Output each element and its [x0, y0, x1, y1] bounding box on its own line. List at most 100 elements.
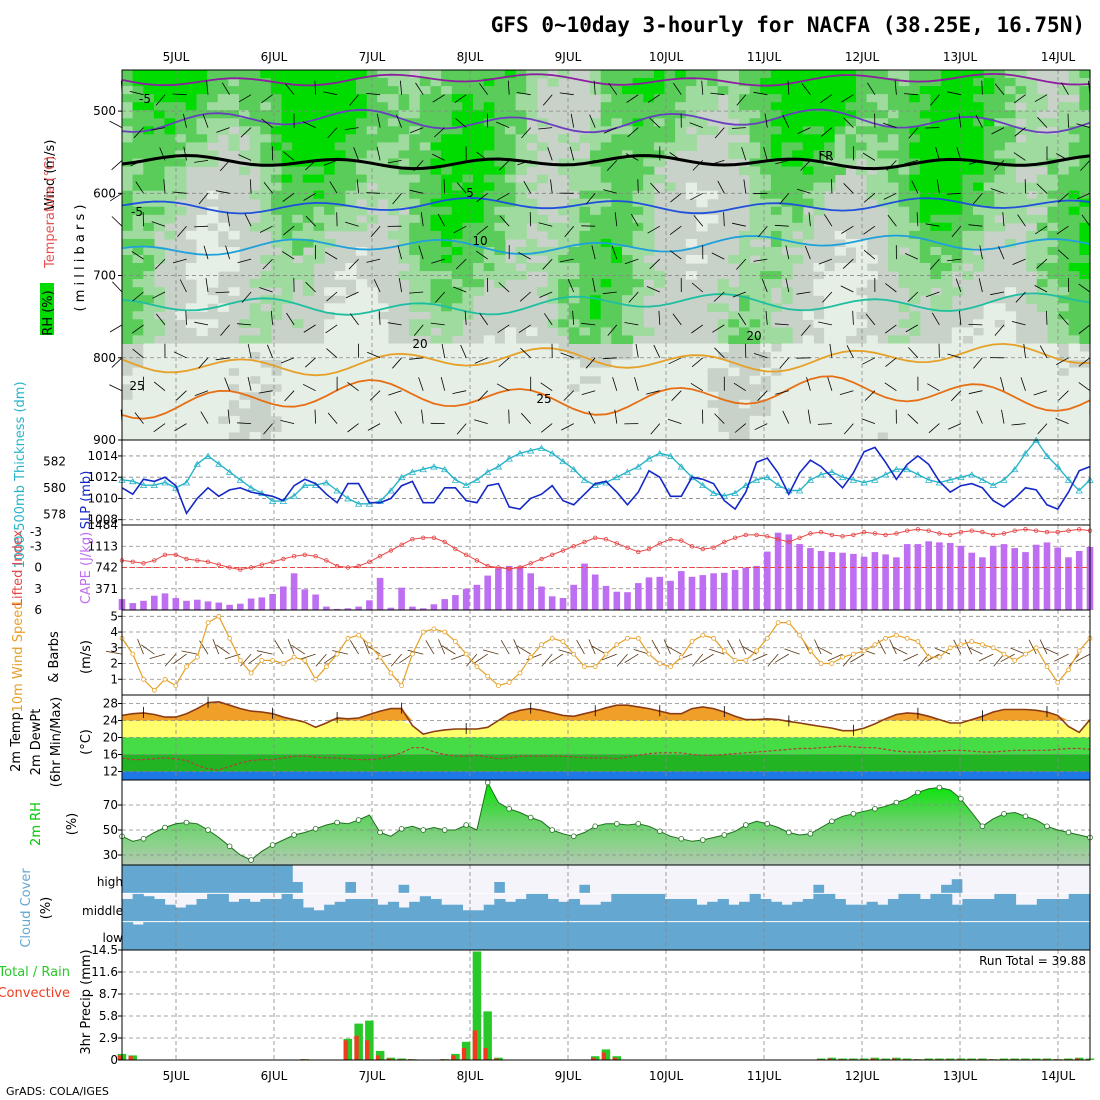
rh-cell [419, 327, 431, 336]
rh-cell [143, 375, 155, 385]
rh-cell [600, 230, 612, 240]
rh-cell [366, 295, 378, 304]
rh-cell [973, 230, 985, 240]
rh-cell [122, 319, 134, 328]
rh-cell [387, 118, 400, 127]
rh-cell [887, 415, 900, 425]
rh-cell [526, 78, 538, 87]
surface-barb [199, 640, 209, 655]
thickness-marker [387, 487, 395, 494]
rh-cell [483, 423, 495, 433]
cloud-cell [664, 899, 676, 922]
rh-cell [1026, 134, 1038, 143]
wind-speed-marker [452, 639, 458, 644]
rh-cell [930, 182, 942, 192]
y-tick-label: 600 [93, 186, 116, 200]
cloud-cell [951, 904, 963, 922]
rh-cell [909, 359, 921, 369]
cloud-cell [281, 893, 293, 922]
wind-barb [220, 324, 230, 336]
rh-cell [451, 271, 463, 280]
label-temp-units: (°C) [79, 729, 94, 755]
rh-cell [781, 287, 793, 296]
rh-cell [707, 407, 719, 417]
rh-cell [941, 94, 953, 103]
rh-cell [1047, 230, 1059, 240]
rh-cell [664, 142, 676, 151]
rh-cell [760, 118, 772, 127]
rh-cell [441, 432, 453, 441]
rh-cell [834, 263, 846, 272]
thickness-marker [193, 460, 201, 467]
rh-cell [504, 343, 517, 353]
wind-barb [238, 94, 252, 103]
wind-barb [329, 181, 338, 194]
rh-cell [1036, 415, 1048, 425]
rh-cell [356, 432, 368, 441]
rh-cell [228, 230, 240, 240]
rh-cell [292, 383, 304, 393]
rh-cell [1068, 391, 1080, 401]
rh-cell [441, 222, 453, 232]
rh-cell [590, 150, 602, 159]
thickness-marker [139, 481, 148, 489]
rh-cell [377, 383, 389, 393]
wind-barb [1080, 160, 1091, 171]
li-marker [668, 537, 673, 542]
rh-cell [622, 230, 634, 240]
rh-cell [887, 222, 900, 232]
date-label: 9JUL [555, 1069, 582, 1083]
rh-cell [1047, 375, 1059, 385]
rh-cell [568, 279, 580, 288]
rh-cell [590, 206, 602, 216]
rh-cell [196, 150, 208, 159]
rh-cell [813, 359, 825, 369]
rh-cell [409, 150, 421, 159]
rh-cell [153, 383, 166, 393]
rh-cell [600, 166, 612, 176]
wind-speed-marker [463, 651, 469, 657]
wind-barb [112, 281, 123, 293]
rh-cell [281, 102, 293, 111]
cloud-cell [473, 921, 485, 950]
rh-cell [611, 94, 623, 103]
rh-cell [643, 86, 655, 95]
rh-cell [792, 407, 804, 417]
rh-cell [494, 407, 506, 417]
rh-cell [494, 263, 506, 272]
thickness-marker [795, 487, 804, 494]
wind-barb [1056, 357, 1069, 365]
wind-barb [452, 286, 467, 293]
rh-cell [675, 118, 687, 127]
rh-cell [760, 174, 772, 184]
rh-cell [441, 351, 453, 361]
rh-cell [898, 134, 910, 143]
rh-cell [419, 206, 431, 216]
rh-cell [451, 319, 463, 328]
rh-cell [164, 423, 176, 433]
rh-cell [749, 126, 761, 135]
cloud-cell [696, 921, 708, 950]
rh-cell [622, 295, 634, 304]
rh-cell [909, 238, 921, 248]
rh-cell [685, 110, 697, 119]
wind-barb [1078, 324, 1091, 334]
rh-cell [1036, 238, 1048, 248]
rh-cell [770, 142, 783, 151]
rh-cell [845, 150, 857, 159]
rh-cell [281, 126, 293, 135]
wind-barb [1058, 314, 1069, 326]
rh-cell [930, 110, 942, 119]
rh-cell [430, 407, 442, 417]
rh-cell [760, 110, 772, 119]
rh-cell [419, 222, 431, 232]
rh-cell [898, 174, 910, 184]
wind-barb [347, 381, 359, 392]
rh-cell [568, 399, 580, 409]
rh-cell [462, 279, 474, 288]
rh-cell [441, 399, 453, 409]
wind-speed-marker [915, 639, 921, 644]
rh-cell [536, 415, 549, 425]
rh-cell [685, 423, 697, 433]
rh-cell [1079, 407, 1091, 417]
